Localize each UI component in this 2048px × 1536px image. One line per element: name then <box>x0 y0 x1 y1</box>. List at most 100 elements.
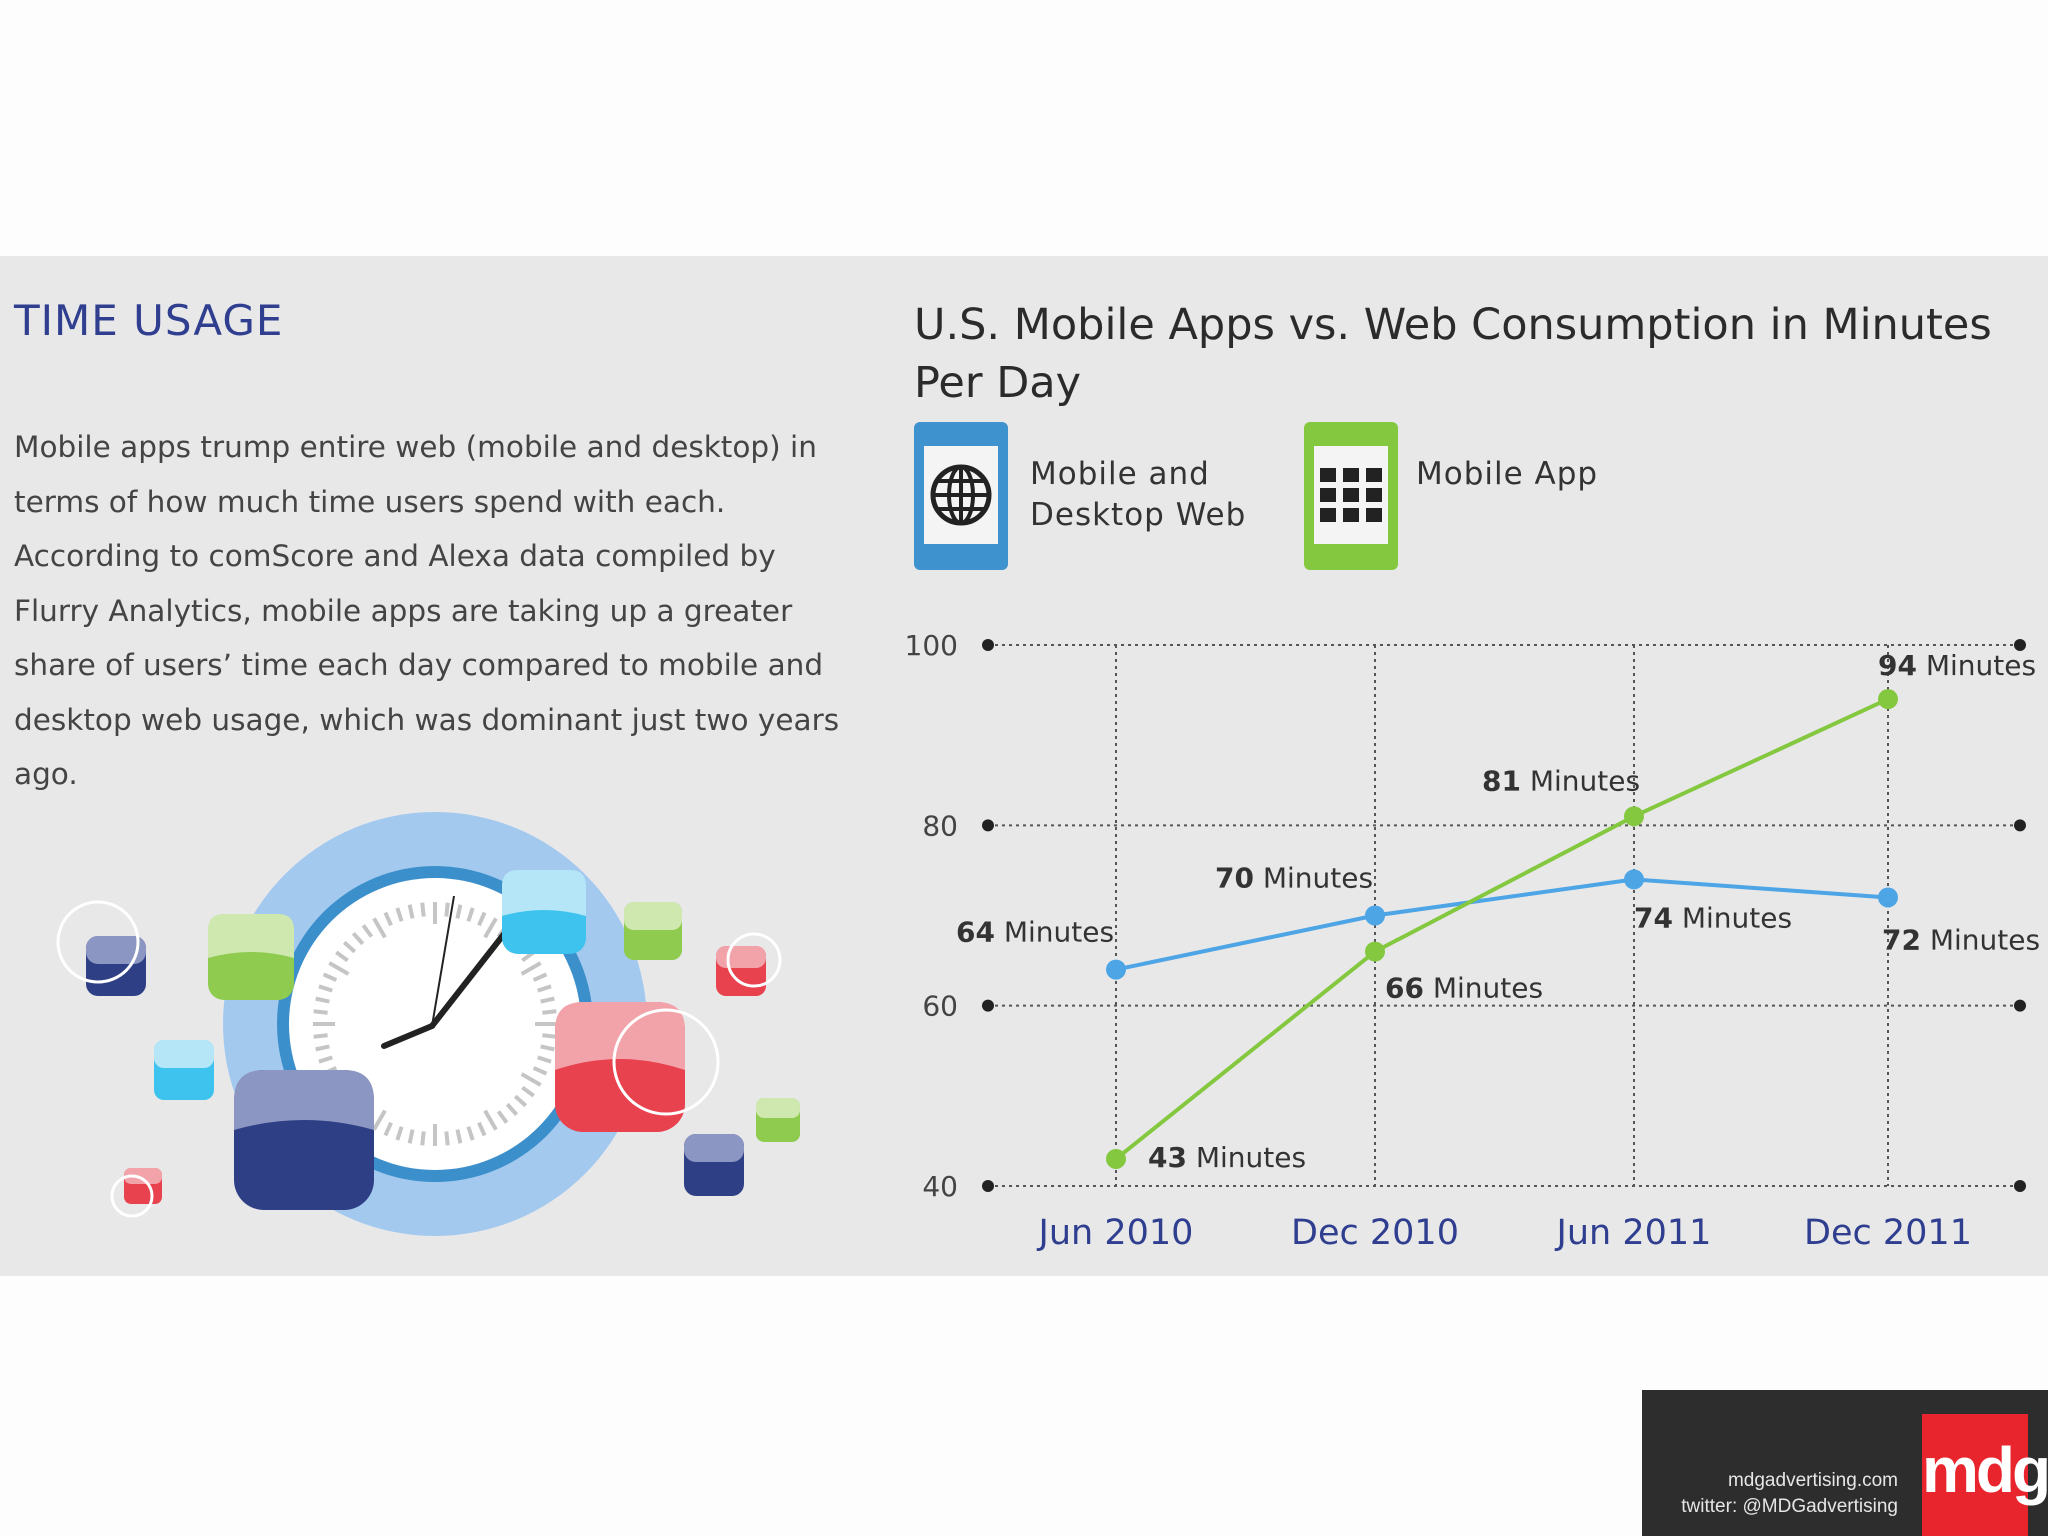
line-chart: 100 80 60 40 Jun 2010 Dec 2010 Jun 2011 Dec 201… <box>905 629 2041 1253</box>
data-point-web <box>1624 869 1644 890</box>
app-tile-red-large <box>555 1002 720 1132</box>
clock-tick <box>372 1109 387 1131</box>
app-tile-green-small <box>624 902 682 960</box>
clock-tick <box>505 1102 519 1117</box>
x-tick-label: Jun 2010 <box>1037 1213 1194 1253</box>
clock-tick <box>513 1094 528 1108</box>
grid-end-dot <box>2014 819 2026 832</box>
data-label-app: 81 Minutes <box>1482 764 1640 797</box>
grid-end-dot <box>982 819 994 832</box>
y-tick-label: 100 <box>905 629 958 662</box>
legend-web-line1: Mobile and <box>1030 456 1210 492</box>
clock-tick <box>537 1055 552 1064</box>
clock-tick <box>483 1109 498 1131</box>
clock-tick <box>466 1126 475 1141</box>
clock-tick <box>542 1009 557 1015</box>
clock-tick <box>383 1121 393 1137</box>
clock-tick <box>455 904 463 919</box>
grid-end-dot <box>982 1180 994 1192</box>
app-tile-red-small <box>716 932 782 996</box>
clock-tick <box>520 961 542 976</box>
app-tile-green-large <box>208 914 294 1000</box>
data-point-app <box>1365 941 1385 962</box>
data-label-app: 66 Minutes <box>1385 972 1543 1005</box>
clock-tick <box>318 984 333 993</box>
legend-web-line2: Desktop Web <box>1030 497 1247 533</box>
data-label-web: 64 Minutes <box>956 916 1114 949</box>
clock-illustration <box>56 812 800 1236</box>
clock-tick <box>395 907 404 922</box>
x-tick-label: Dec 2011 <box>1804 1213 1972 1253</box>
app-tile-green-tiny <box>756 1098 800 1142</box>
data-label-web: 74 Minutes <box>1634 901 1792 934</box>
y-tick-label: 60 <box>922 990 958 1023</box>
app-tile-red-tiny <box>110 1168 162 1218</box>
footer-branding: mdgadvertising.com twitter: @MDGadvertis… <box>1642 1390 2048 1536</box>
clock-tick <box>477 911 487 927</box>
clock-tick <box>540 996 555 1004</box>
clock-minute-hand <box>429 931 507 1029</box>
app-tile-navy-right <box>684 1134 744 1196</box>
data-label-app: 43 Minutes <box>1148 1141 1306 1174</box>
clock-tick <box>383 911 393 927</box>
clock-tick <box>313 1033 328 1039</box>
app-tile-cyan-small <box>154 1040 214 1100</box>
clock-tick <box>342 940 357 954</box>
footer-site: mdgadvertising.com <box>1727 1470 1898 1491</box>
clock-tick <box>477 1121 487 1137</box>
clock-tick <box>395 1126 404 1141</box>
app-grid-icon <box>1320 468 1382 522</box>
y-tick-label: 80 <box>922 809 958 842</box>
mdg-logo: mdg <box>1922 1414 2048 1536</box>
clock-tick <box>328 961 350 976</box>
legend-app-swatch <box>1304 422 1398 570</box>
clock-tick <box>444 902 450 917</box>
clock-tick <box>496 1110 509 1124</box>
data-point-app <box>1106 1148 1126 1169</box>
clock-tick <box>520 1072 542 1087</box>
clock-tick <box>420 1131 426 1146</box>
clock-tick <box>420 902 426 917</box>
clock-tick <box>315 996 330 1004</box>
clock-tick <box>466 907 475 922</box>
x-tick-label: Dec 2010 <box>1291 1213 1459 1253</box>
grid-end-dot <box>982 999 994 1012</box>
grid-end-dot <box>2014 639 2026 651</box>
clock-tick <box>483 917 498 939</box>
legend-web-label: Mobile and Desktop Web <box>1030 454 1246 536</box>
body-paragraph: Mobile apps trump entire web (mobile and… <box>14 430 840 791</box>
clock-tick <box>361 924 374 938</box>
section-title: TIME USAGE <box>14 296 284 345</box>
clock-tick <box>540 1044 555 1052</box>
data-label-app: 94 Minutes <box>1878 649 2036 682</box>
data-point-web <box>1365 905 1385 926</box>
app-tile-cyan <box>502 870 586 954</box>
clock-tick <box>351 931 365 946</box>
legend-app-label: Mobile App <box>1416 456 1599 492</box>
data-point-app <box>1624 806 1644 827</box>
series-line-app <box>1114 697 1889 1161</box>
clock-tick <box>532 1066 548 1076</box>
clock-tick <box>521 1085 535 1098</box>
series-line-web <box>1115 877 1889 972</box>
app-tile-navy-small <box>56 900 146 996</box>
data-label-web: 70 Minutes <box>1215 862 1373 895</box>
x-tick-label: Jun 2011 <box>1555 1213 1712 1253</box>
clock-tick <box>313 1009 328 1015</box>
clock-tick <box>322 972 338 982</box>
globe-icon <box>930 464 992 526</box>
clock-tick <box>335 950 349 963</box>
clock-tick <box>537 984 552 993</box>
clock-tick <box>444 1131 450 1146</box>
legend-web-swatch <box>914 422 1008 570</box>
clock-second-hand <box>431 895 455 1027</box>
clock-tick <box>455 1129 463 1144</box>
clock-tick <box>407 904 415 919</box>
footer-twitter: twitter: @MDGadvertising <box>1681 1496 1898 1517</box>
grid-end-dot <box>2014 1180 2026 1192</box>
clock-tick <box>532 972 548 982</box>
clock-tick <box>318 1055 333 1064</box>
app-tile-navy-large <box>234 1070 374 1210</box>
data-label-web: 72 Minutes <box>1882 923 2040 956</box>
data-point-web <box>1106 959 1126 980</box>
